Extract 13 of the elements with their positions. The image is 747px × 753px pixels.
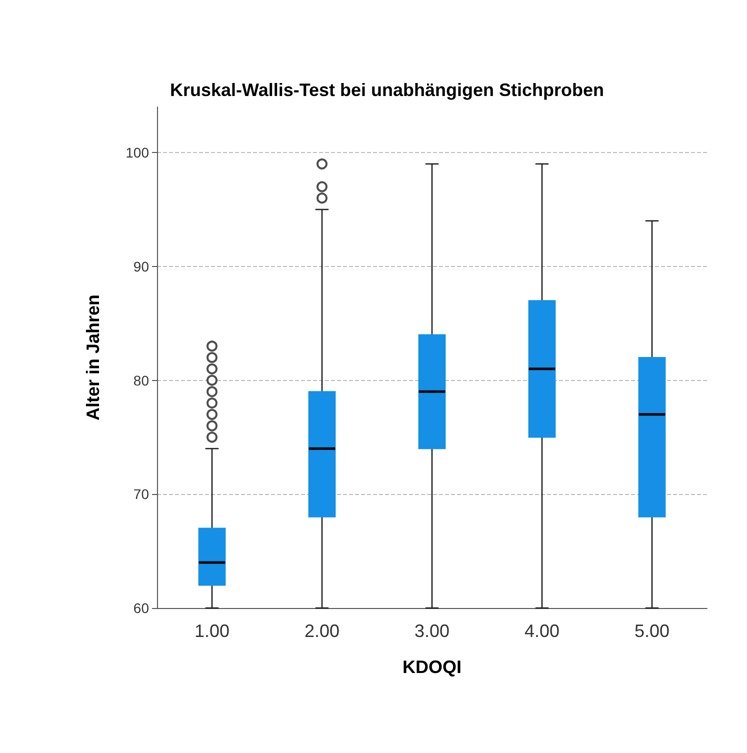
x-tick-label: 5.00 [634, 621, 670, 641]
x-tick-label: 4.00 [524, 621, 560, 641]
y-axis-title: Alter in Jahren [83, 294, 103, 421]
x-tick-label: 3.00 [414, 621, 450, 641]
x-tick-label: 2.00 [304, 621, 340, 641]
x-axis-title: KDOQI [402, 657, 462, 677]
x-tick-label: 1.00 [194, 621, 230, 641]
chart-title: Kruskal-Wallis-Test bei unabhängigen Stichproben [170, 80, 604, 100]
y-tick-label: 100 [126, 144, 150, 161]
y-tick-label: 70 [133, 486, 150, 502]
y-tick-label: 80 [133, 372, 150, 388]
y-tick-label: 60 [133, 600, 150, 616]
y-tick-label: 90 [133, 258, 150, 274]
